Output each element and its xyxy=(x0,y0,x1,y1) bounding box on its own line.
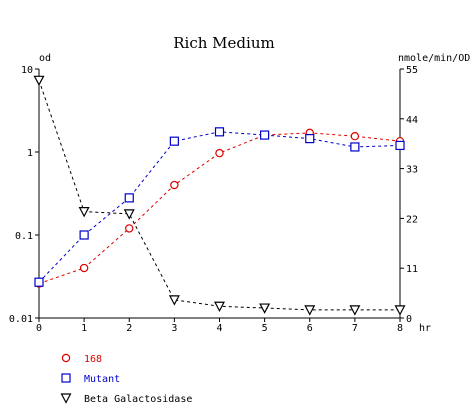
x-tick-label: 3 xyxy=(171,323,177,334)
data-point xyxy=(305,134,315,144)
y-right-tick-label: 11 xyxy=(406,264,418,275)
x-tick-label: 1 xyxy=(81,323,87,334)
legend: 168 Mutant Beta Galactosidase xyxy=(60,353,192,405)
x-tick-label: 2 xyxy=(126,323,132,334)
series-2 xyxy=(33,75,406,316)
data-point xyxy=(350,142,360,152)
data-point xyxy=(214,301,225,313)
data-point xyxy=(125,224,134,233)
data-point xyxy=(214,127,225,137)
data-point xyxy=(260,130,270,140)
y-left-tick-label: 0.01 xyxy=(9,314,33,325)
data-point xyxy=(259,303,271,314)
legend-marker xyxy=(61,373,71,383)
y-left-tick-label: 10 xyxy=(21,65,33,76)
x-tick-label: 8 xyxy=(397,323,403,334)
x-axis-label: hr xyxy=(419,323,431,334)
x-tick-label: 6 xyxy=(307,323,313,334)
series-line xyxy=(38,80,400,311)
legend-marker xyxy=(60,393,72,404)
data-point xyxy=(350,132,360,141)
data-point xyxy=(34,277,44,287)
y-right-axis-label: nmole/min/OD xyxy=(398,53,470,64)
legend-label: Mutant xyxy=(84,374,120,385)
data-point xyxy=(168,295,180,306)
axis-ticks: 0 1 2 3 4 5 6 7 8 10 1 0.1 0.01 55 44 33 22 11 0 xyxy=(9,65,418,334)
y-left-axis-label: od xyxy=(39,53,51,64)
x-tick-label: 5 xyxy=(262,323,268,334)
y-left-tick-label: 0.1 xyxy=(15,231,33,242)
data-point xyxy=(79,263,89,273)
series-1 xyxy=(34,127,405,287)
legend-marker xyxy=(61,353,71,363)
series-0 xyxy=(34,128,405,288)
data-point xyxy=(170,180,179,190)
data-point xyxy=(394,305,406,316)
data-point xyxy=(304,305,316,316)
data-point xyxy=(33,75,45,87)
x-tick-label: 4 xyxy=(216,323,222,334)
x-tick-label: 0 xyxy=(36,323,42,334)
chart-title: Rich Medium xyxy=(173,34,274,52)
y-right-tick-label: 0 xyxy=(406,314,412,325)
y-right-tick-label: 22 xyxy=(406,214,418,225)
legend-label: 168 xyxy=(84,354,102,365)
series-line xyxy=(38,132,401,285)
series-layer xyxy=(33,75,406,316)
data-point xyxy=(215,148,224,158)
y-right-tick-label: 33 xyxy=(406,165,418,176)
data-point xyxy=(78,207,90,218)
data-point xyxy=(123,209,135,220)
data-point xyxy=(349,305,361,316)
y-right-tick-label: 44 xyxy=(406,115,418,126)
y-left-tick-label: 1 xyxy=(27,148,33,159)
data-point xyxy=(395,140,405,151)
y-right-tick-label: 55 xyxy=(406,65,418,76)
legend-label: Beta Galactosidase xyxy=(84,394,192,405)
data-point xyxy=(124,193,134,203)
data-point xyxy=(169,136,179,146)
data-point xyxy=(79,230,89,240)
x-tick-label: 7 xyxy=(352,323,358,334)
